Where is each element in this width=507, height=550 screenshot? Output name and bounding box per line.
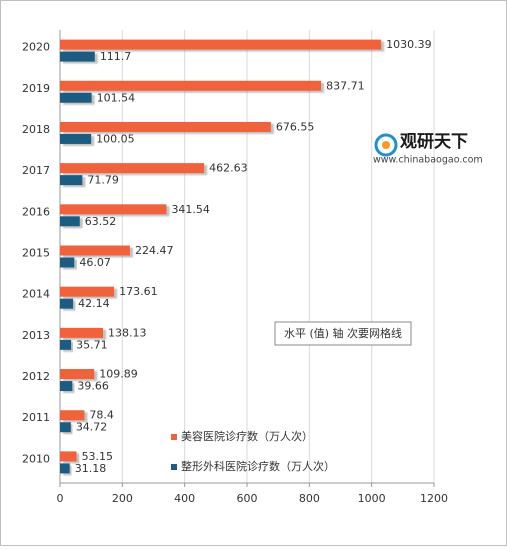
watermark-brand: 观研天下 bbox=[399, 132, 468, 152]
data-label: 34.72 bbox=[76, 421, 108, 434]
x-tick-label: 600 bbox=[237, 492, 258, 505]
bar bbox=[60, 245, 130, 256]
bar bbox=[60, 80, 322, 91]
bar bbox=[60, 286, 115, 297]
bar bbox=[60, 257, 75, 268]
data-label: 462.63 bbox=[209, 162, 248, 175]
data-label: 71.79 bbox=[87, 174, 119, 187]
x-tick-label: 0 bbox=[57, 492, 64, 505]
bar bbox=[60, 422, 71, 433]
x-tick-label: 400 bbox=[174, 492, 195, 505]
bar bbox=[60, 381, 73, 392]
y-tick-label: 2019 bbox=[22, 82, 50, 95]
data-label: 138.13 bbox=[108, 326, 146, 339]
data-label: 46.07 bbox=[79, 256, 111, 269]
bar bbox=[60, 451, 77, 462]
data-label: 224.47 bbox=[135, 244, 174, 257]
data-label: 101.54 bbox=[97, 91, 136, 104]
x-tick-label: 1200 bbox=[420, 492, 448, 505]
annotation-box bbox=[274, 321, 412, 346]
bar bbox=[60, 51, 95, 62]
bar bbox=[60, 216, 80, 227]
bar bbox=[60, 339, 72, 350]
bar bbox=[60, 92, 92, 103]
legend-swatch bbox=[171, 434, 177, 440]
bar bbox=[60, 133, 92, 144]
y-tick-label: 2011 bbox=[22, 411, 50, 424]
bar bbox=[60, 298, 74, 309]
bar bbox=[60, 121, 271, 132]
watermark: 观研天下 www.chinabaogao.com bbox=[373, 132, 483, 166]
watermark-url: www.chinabaogao.com bbox=[373, 155, 483, 166]
annotation: 水平 (值) 轴 次要网格线 bbox=[284, 326, 402, 340]
data-label: 111.7 bbox=[100, 50, 132, 63]
y-tick-label: 2010 bbox=[22, 452, 50, 465]
y-tick-label: 2015 bbox=[22, 247, 50, 260]
y-tick-label: 2020 bbox=[22, 41, 50, 54]
data-label: 341.54 bbox=[171, 203, 210, 216]
logo-icon bbox=[382, 141, 390, 149]
logo-icon bbox=[374, 133, 398, 157]
data-label: 1030.39 bbox=[386, 38, 432, 51]
bar bbox=[60, 369, 95, 380]
y-tick-label: 2016 bbox=[22, 205, 50, 218]
data-label: 109.89 bbox=[99, 368, 138, 381]
data-label: 63.52 bbox=[85, 215, 117, 228]
legend-swatch bbox=[171, 464, 177, 470]
data-label: 100.05 bbox=[96, 132, 135, 145]
y-tick-label: 2013 bbox=[22, 329, 50, 342]
data-label: 837.71 bbox=[326, 79, 365, 92]
data-label: 31.18 bbox=[75, 462, 107, 475]
data-label: 53.15 bbox=[82, 450, 114, 463]
x-tick-label: 200 bbox=[112, 492, 133, 505]
bar bbox=[60, 163, 205, 174]
legend-label: 美容医院诊疗数（万人次） bbox=[181, 429, 313, 443]
bar bbox=[60, 175, 83, 186]
y-tick-label: 2018 bbox=[22, 123, 50, 136]
data-label: 78.4 bbox=[89, 409, 114, 422]
data-label: 676.55 bbox=[276, 120, 315, 133]
data-label: 42.14 bbox=[78, 297, 110, 310]
bar bbox=[60, 327, 104, 338]
x-tick-label: 1000 bbox=[358, 492, 386, 505]
bar bbox=[60, 410, 85, 421]
bar bbox=[60, 39, 382, 50]
data-label: 39.66 bbox=[77, 380, 109, 393]
y-tick-label: 2014 bbox=[22, 288, 50, 301]
x-tick-label: 800 bbox=[299, 492, 320, 505]
data-label: 173.61 bbox=[119, 285, 158, 298]
bar bbox=[60, 463, 70, 474]
y-tick-label: 2012 bbox=[22, 370, 50, 383]
data-label: 35.71 bbox=[76, 338, 108, 351]
y-tick-label: 2017 bbox=[22, 164, 50, 177]
legend-label: 整形外科医院诊疗数（万人次） bbox=[181, 459, 335, 473]
bar bbox=[60, 204, 167, 215]
